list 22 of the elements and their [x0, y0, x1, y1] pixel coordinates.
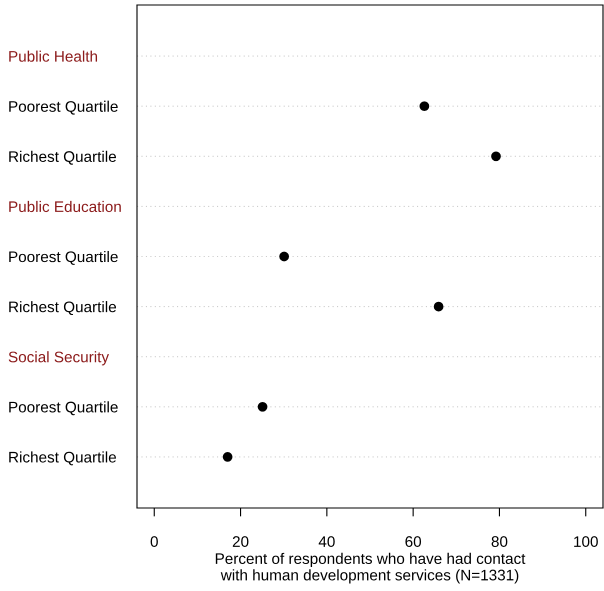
x-tick-label: 80: [492, 536, 508, 547]
y-tick-label: Poorest Quartile: [9, 100, 118, 115]
point: [491, 151, 501, 162]
x-tick-label: 20: [232, 536, 248, 547]
y-tick-label: Public Health: [9, 50, 98, 62]
y-tick-label: Poorest Quartile: [9, 250, 118, 265]
x-axis-title: Percent of respondents who have had contact with human development services (N=1331): [216, 552, 526, 584]
y-tick-label: Poorest Quartile: [9, 401, 118, 416]
point: [434, 302, 444, 312]
x-tick-label: 100: [574, 536, 598, 547]
y-tick-label: Social Security: [8, 351, 110, 366]
y-tick-label: Public Education: [9, 200, 121, 212]
x-tick-label: 40: [318, 536, 335, 547]
point: [420, 101, 430, 112]
point: [279, 252, 289, 262]
y-tick-label: Richest Quartile: [9, 451, 116, 466]
x-tick-label: 60: [405, 536, 422, 547]
y-tick-label: Richest Quartile: [9, 301, 116, 316]
point: [258, 402, 268, 412]
y-tick-label: Richest Quartile: [9, 150, 116, 165]
point: [222, 452, 232, 462]
x-tick-label: 0: [150, 536, 158, 547]
